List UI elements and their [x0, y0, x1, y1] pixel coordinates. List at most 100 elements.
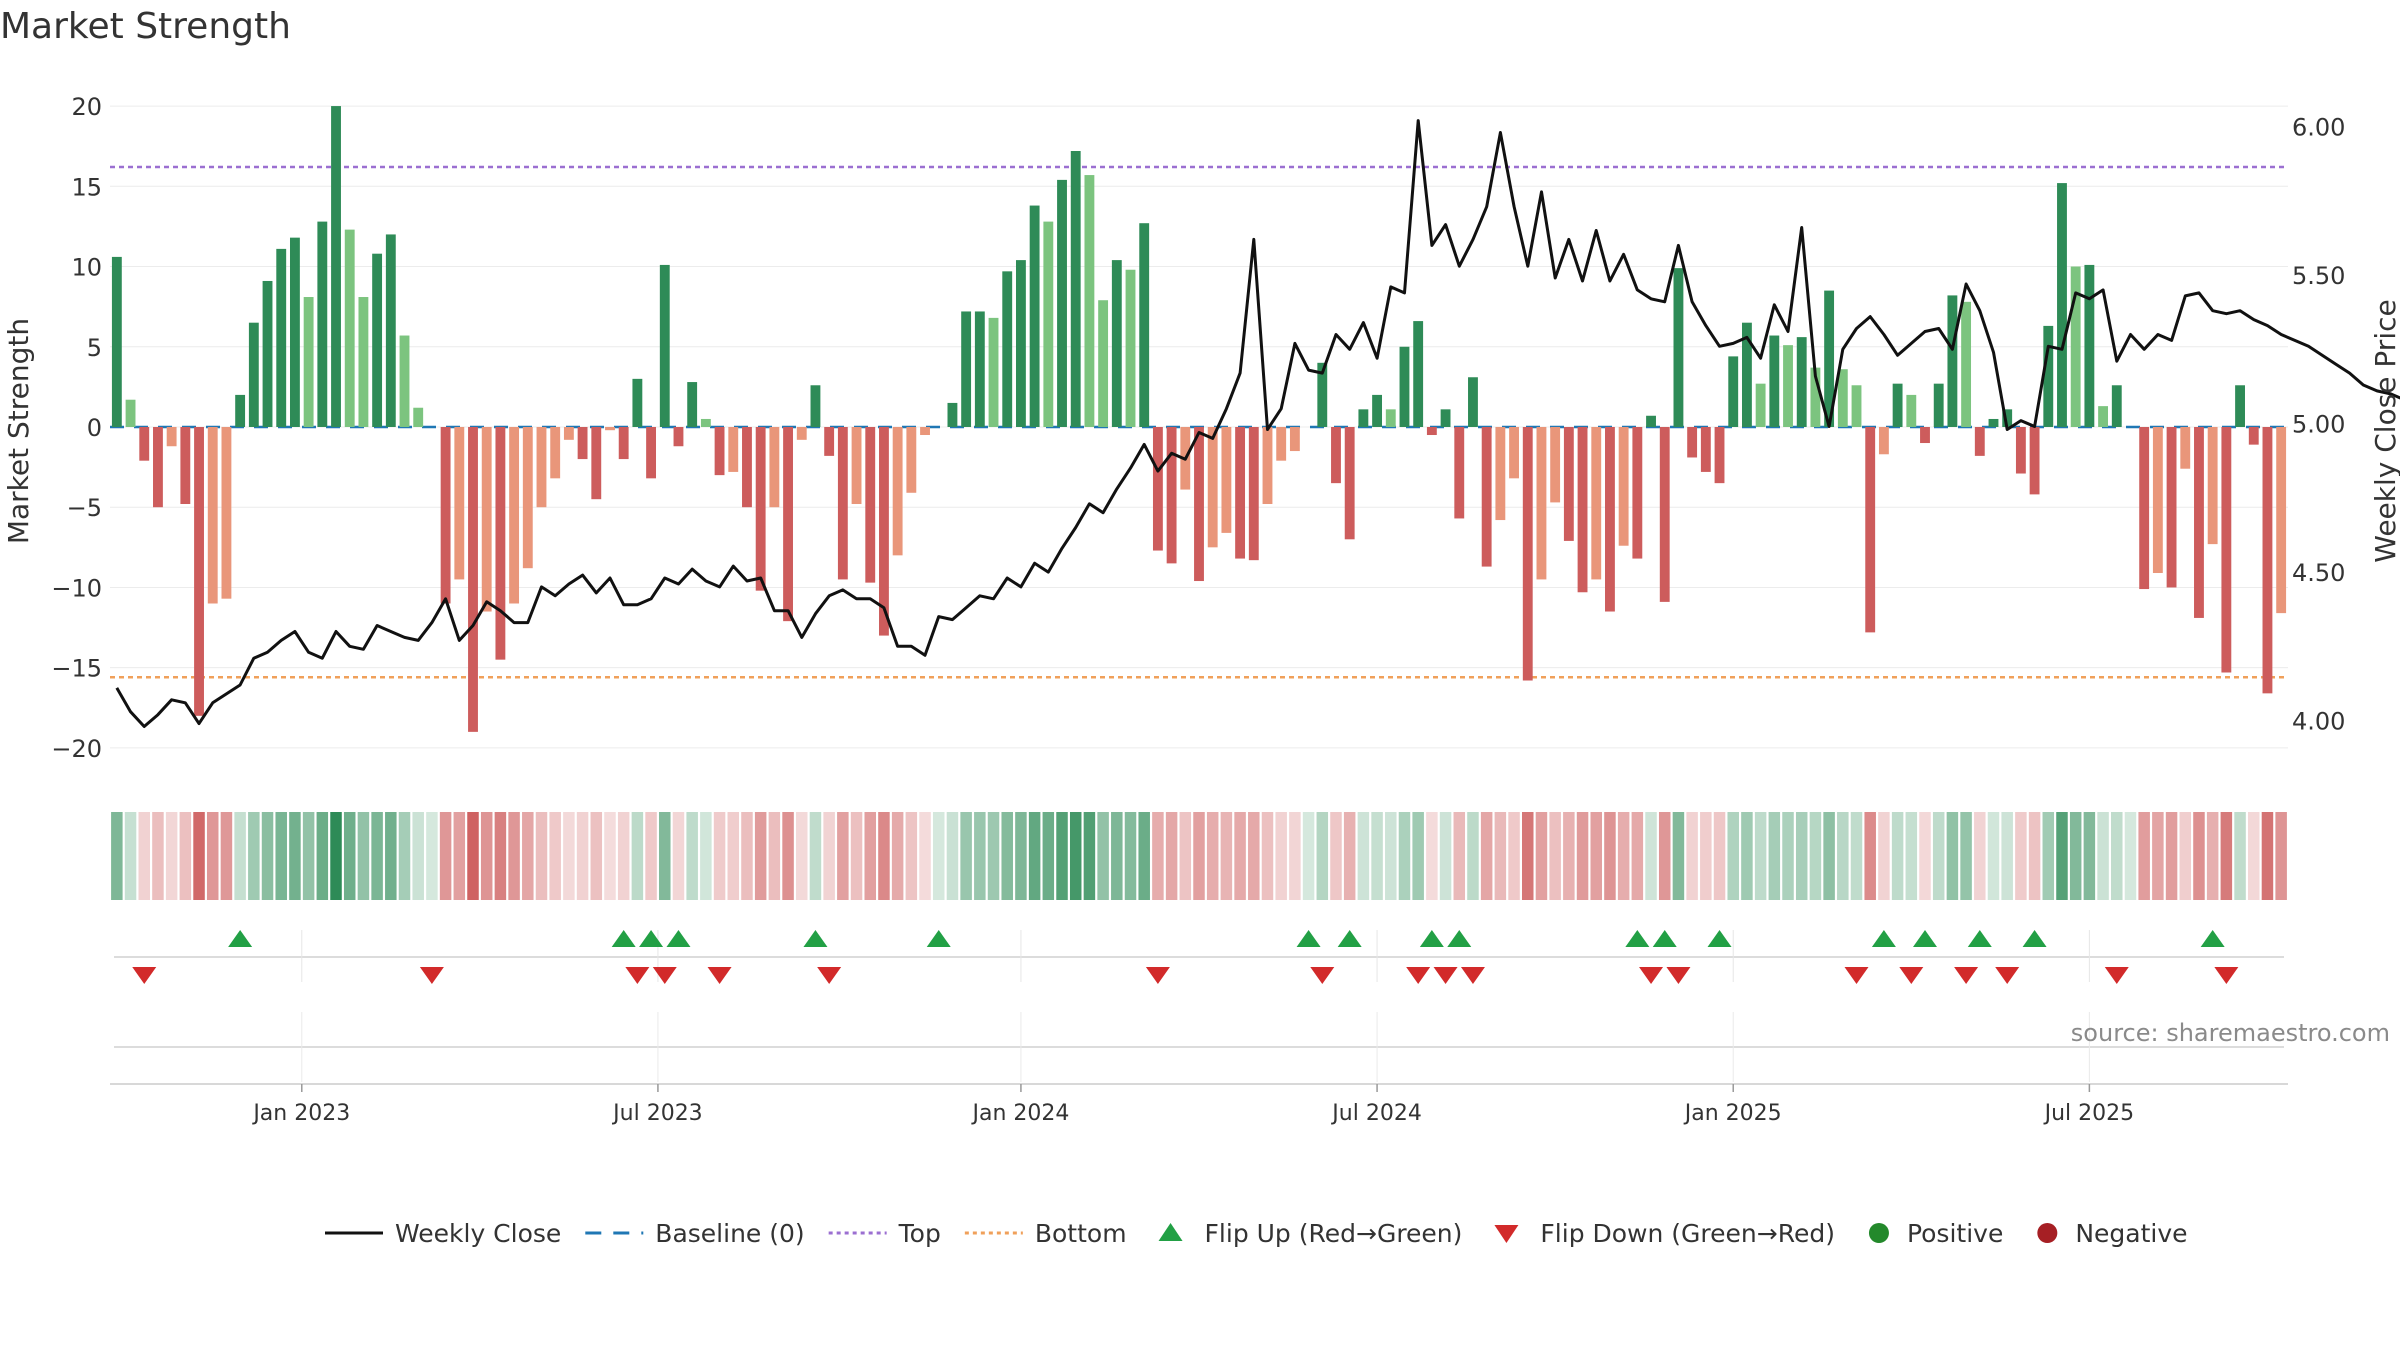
- strength-bar: [1426, 426, 1437, 436]
- left-tick-label: −5: [67, 494, 102, 522]
- flip-up-marker: [666, 930, 691, 947]
- strip-cell: [576, 812, 589, 900]
- strip-cell: [261, 812, 274, 900]
- strip-cell: [1097, 812, 1109, 900]
- strip-cell: [1316, 812, 1329, 900]
- strength-bar: [1755, 383, 1766, 427]
- strength-bar: [550, 426, 561, 479]
- legend-swatch-circle: [2037, 1223, 2058, 1243]
- strip-cell: [1289, 812, 1301, 900]
- strip-cell: [508, 812, 520, 900]
- strength-bar: [1577, 426, 1588, 593]
- strength-bar: [673, 426, 684, 447]
- strength-bar: [1988, 418, 1999, 427]
- strip-cell: [823, 812, 835, 900]
- strip-cell: [1069, 812, 1082, 900]
- strength-bar: [385, 234, 396, 427]
- strength-bar: [961, 311, 972, 427]
- strip-cell: [905, 812, 918, 900]
- strength-bar: [1344, 426, 1355, 540]
- strip-cell: [2056, 812, 2068, 900]
- strip-cell: [1330, 812, 1342, 900]
- strip-cell: [1864, 812, 1876, 900]
- strip-cell: [2193, 812, 2205, 900]
- strength-bar: [2235, 385, 2245, 427]
- strip-cell: [138, 812, 150, 900]
- strip-cell: [275, 812, 287, 900]
- strip-cell: [2206, 812, 2219, 900]
- strip-cell: [1302, 812, 1315, 900]
- strength-bar: [1413, 321, 1424, 427]
- strength-bar: [194, 426, 204, 716]
- flip-up-marker: [803, 930, 828, 947]
- strip-cell: [426, 812, 438, 900]
- strength-bar: [659, 264, 670, 427]
- strength-bar: [837, 426, 848, 580]
- strip-cell: [946, 812, 959, 900]
- strip-cell: [549, 812, 561, 900]
- strip-cell: [974, 812, 986, 900]
- strength-bar: [1714, 426, 1725, 484]
- legend-label: Flip Down (Green→Red): [1540, 1219, 1835, 1248]
- strength-bar: [276, 248, 287, 427]
- strip-cell: [1768, 812, 1781, 900]
- strength-bar: [481, 426, 492, 612]
- strip-cell: [878, 812, 890, 900]
- legend-label: Weekly Close: [395, 1219, 561, 1248]
- strip-cell: [1179, 812, 1192, 900]
- strength-bar: [1454, 426, 1465, 519]
- strength-bar: [851, 426, 862, 505]
- strength-bar: [974, 311, 985, 427]
- strip-cell: [1850, 812, 1863, 900]
- strip-cell: [412, 812, 424, 900]
- flip-up-marker: [1337, 930, 1362, 947]
- strip-cell: [796, 812, 808, 900]
- strength-bar: [1481, 426, 1492, 567]
- strength-bar: [2207, 426, 2218, 545]
- strength-bar: [1837, 369, 1848, 427]
- strip-cell: [165, 812, 178, 900]
- strength-bar: [317, 221, 328, 427]
- strip-cell: [1467, 812, 1479, 900]
- strength-bar: [289, 237, 300, 427]
- strength-bar: [1084, 175, 1095, 427]
- strip-cell: [535, 812, 548, 900]
- strip-cell: [1248, 812, 1260, 900]
- date-tick-label: Jan 2023: [251, 1101, 350, 1126]
- strength-bar: [248, 322, 259, 427]
- date-tick-label: Jul 2025: [2043, 1101, 2135, 1126]
- strength-bar: [1399, 346, 1410, 427]
- strip-cell: [1837, 812, 1849, 900]
- strength-bar: [454, 426, 465, 580]
- strip-cell: [1275, 812, 1287, 900]
- strength-bar: [1002, 271, 1013, 427]
- flip-down-marker: [817, 967, 842, 984]
- left-tick-label: 15: [71, 173, 102, 201]
- strength-bar: [1961, 301, 1972, 427]
- strength-bar: [906, 426, 917, 493]
- legend-item-1: Baseline (0): [585, 1219, 805, 1248]
- strength-bar: [1920, 426, 1930, 444]
- strength-bar: [810, 385, 821, 427]
- strip-cell: [494, 812, 507, 900]
- strength-bar: [1810, 367, 1821, 427]
- strength-bar: [207, 426, 218, 604]
- strength-bar: [1659, 426, 1670, 602]
- strip-cell: [754, 812, 767, 900]
- strength-bar: [2015, 426, 2026, 474]
- strength-bar: [2098, 406, 2109, 427]
- strip-cell: [1015, 812, 1027, 900]
- strength-bar: [1741, 322, 1752, 427]
- strip-cell: [837, 812, 849, 900]
- strip-cell: [1234, 812, 1246, 900]
- legend-item-5: Flip Down (Green→Red): [1494, 1219, 1835, 1248]
- strength-bar: [2029, 426, 2040, 495]
- strip-cell: [316, 812, 329, 900]
- strength-bar: [879, 426, 889, 636]
- strength-bar: [1906, 394, 1917, 427]
- strength-bar: [632, 378, 643, 427]
- strip-cell: [1809, 812, 1822, 900]
- left-tick-label: −15: [51, 655, 102, 683]
- strip-cell: [193, 812, 205, 900]
- strength-bar: [865, 426, 876, 583]
